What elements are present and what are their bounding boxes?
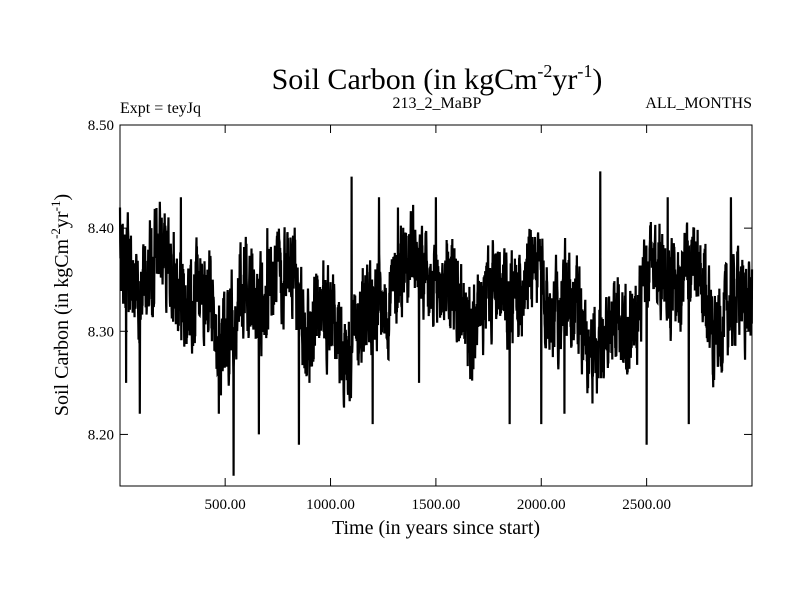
chart-title: Soil Carbon (in kgCm-2yr-1) [272, 61, 603, 96]
y-tick-label: 8.20 [88, 427, 114, 443]
expt-label: Expt = teyJq [120, 100, 201, 117]
x-tick-label: 1000.00 [306, 497, 355, 513]
x-tick-label: 2000.00 [517, 497, 566, 513]
title-end: ) [592, 63, 602, 96]
x-tick-label: 500.00 [205, 497, 246, 513]
ylabel-mid: yr [51, 211, 73, 228]
y-axis-label: Soil Carbon (in kgCm-2yr-1) [48, 194, 73, 416]
x-tick-label: 1500.00 [412, 497, 461, 513]
ylabel-end: ) [51, 194, 73, 201]
x-axis-label: Time (in years since start) [332, 517, 540, 539]
title-main: Soil Carbon (in kgCm [272, 63, 538, 96]
series-line-soil-carbon [118, 171, 754, 476]
ylabel-sup2: -1 [48, 201, 63, 212]
y-tick-label: 8.30 [88, 324, 114, 340]
ylabel-sup1: -2 [48, 228, 63, 239]
y-axis-ticks: 8.20 8.30 8.40 8.50 [88, 118, 752, 443]
subtitle-center: 213_2_MaBP [393, 95, 482, 112]
title-sup1: -2 [537, 61, 552, 81]
y-tick-label: 8.40 [88, 221, 114, 237]
y-tick-label: 8.50 [88, 118, 114, 134]
title-mid: yr [552, 63, 577, 96]
x-tick-label: 2500.00 [622, 497, 671, 513]
subtitle-right: ALL_MONTHS [645, 95, 752, 112]
x-axis-ticks: 500.00 1000.00 1500.00 2000.00 2500.00 [205, 125, 671, 513]
ylabel-main: Soil Carbon (in kgCm [51, 238, 73, 416]
title-sup2: -1 [577, 61, 592, 81]
